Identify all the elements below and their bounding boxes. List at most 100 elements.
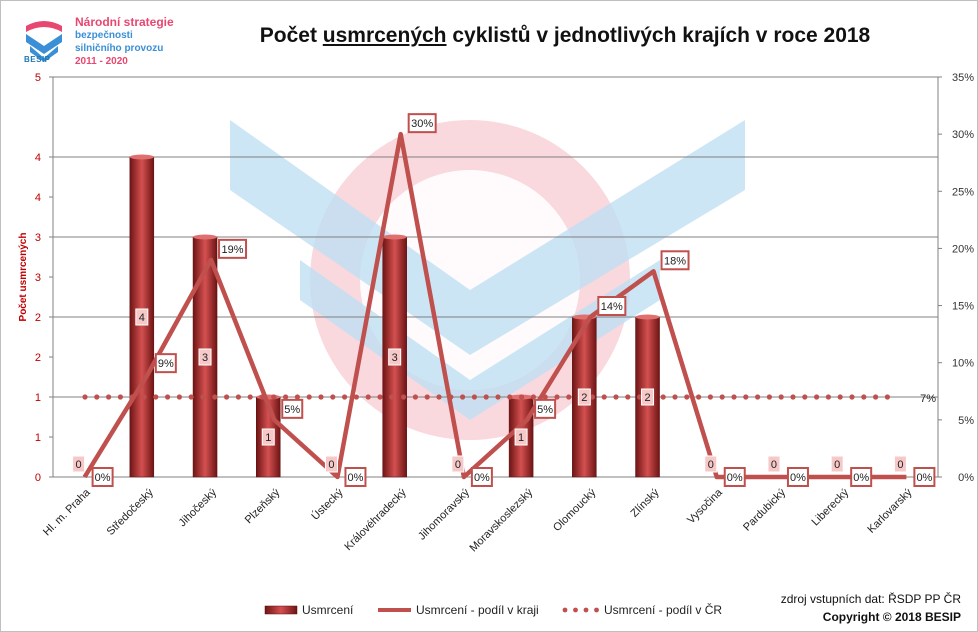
line-value-label: 0% bbox=[853, 472, 869, 484]
bar-value-label: 1 bbox=[265, 432, 271, 444]
legend-dotted-label: Usmrcení - podíl v ČR bbox=[604, 603, 723, 617]
y-tick-label: 3 bbox=[35, 232, 41, 244]
national-share-dot bbox=[436, 394, 442, 400]
logo-line-4: 2011 - 2020 bbox=[75, 56, 128, 67]
national-share-dot bbox=[153, 394, 159, 400]
x-tick-label: Vysočina bbox=[685, 486, 725, 526]
national-share-dot bbox=[176, 394, 182, 400]
x-tick-label: Olomoucký bbox=[551, 486, 599, 534]
y2-tick-label: 35% bbox=[952, 72, 974, 84]
x-tick-label: Hl. m. Praha bbox=[41, 486, 93, 538]
national-share-dot bbox=[825, 394, 832, 400]
national-share-dot bbox=[412, 394, 418, 400]
national-share-dot bbox=[766, 394, 773, 400]
line-value-label: 0% bbox=[790, 472, 806, 484]
national-share-dot bbox=[82, 394, 88, 400]
copyright: Copyright © 2018 BESIP bbox=[822, 610, 961, 624]
line-value-box bbox=[786, 467, 809, 487]
national-share-dot bbox=[731, 394, 737, 400]
bar-value-box bbox=[641, 388, 655, 406]
title-middle: cyklistů bbox=[446, 24, 531, 47]
national-share-dot bbox=[117, 394, 123, 400]
line-value-box bbox=[850, 467, 873, 487]
y2-tick-label: 15% bbox=[952, 301, 974, 313]
x-tick-label: Liberecký bbox=[810, 486, 852, 528]
regional-share-line bbox=[82, 131, 907, 480]
national-share-dot bbox=[601, 394, 607, 400]
bar-value-box bbox=[451, 455, 465, 473]
y-tick-label: 3 bbox=[35, 272, 41, 284]
bar-value-label: 0 bbox=[834, 459, 840, 471]
bar-value-box bbox=[72, 455, 86, 473]
line-value-label: 0% bbox=[474, 472, 490, 484]
national-share-dot bbox=[814, 394, 820, 400]
national-share-dot bbox=[530, 394, 537, 400]
title-underlined: usmrcených bbox=[322, 24, 447, 47]
bar-value-box bbox=[388, 348, 402, 366]
y2-tick-label: 30% bbox=[952, 129, 974, 141]
y-tick-label: 2 bbox=[35, 352, 41, 364]
source-note: zdroj vstupních dat: ŘSDP PP ČR bbox=[780, 592, 961, 606]
line-value-label: 19% bbox=[222, 244, 244, 256]
line-value-box bbox=[913, 467, 936, 487]
bar-value-label: 0 bbox=[328, 459, 334, 471]
national-share-dot bbox=[94, 394, 100, 400]
legend-bar-icon bbox=[264, 605, 298, 615]
besip-watermark bbox=[230, 120, 745, 440]
bar-value-label: 2 bbox=[644, 392, 650, 404]
bar-value-label: 3 bbox=[202, 352, 208, 364]
logo-line-1: Národní strategie bbox=[75, 15, 174, 29]
national-share-dot bbox=[684, 394, 690, 400]
logo-line-2: bezpečnosti bbox=[75, 30, 133, 41]
national-share-dot bbox=[165, 394, 171, 400]
logo-text: Národní strategie bezpečnosti silničního… bbox=[75, 16, 174, 68]
chart-title: Počet usmrcených cyklistů v jednotlivých… bbox=[180, 24, 950, 48]
national-share-dot bbox=[707, 394, 714, 400]
national-share-dot bbox=[495, 394, 501, 400]
y-tick-label: 5 bbox=[35, 72, 41, 84]
bar-value-label: 0 bbox=[76, 459, 82, 471]
legend-dot-icon bbox=[573, 607, 578, 613]
national-share-dot bbox=[342, 394, 348, 400]
line-value-label: 0% bbox=[916, 472, 932, 484]
y2-tick-label: 25% bbox=[952, 186, 974, 198]
line-value-label: 5% bbox=[537, 404, 553, 416]
bar-cap bbox=[193, 234, 218, 240]
y-tick-label: 2 bbox=[35, 312, 41, 324]
national-share-dot bbox=[200, 394, 206, 400]
national-share-dot bbox=[330, 394, 336, 400]
national-share-dot bbox=[294, 394, 300, 400]
national-share-dot bbox=[566, 394, 572, 400]
national-share-dot bbox=[743, 394, 749, 400]
bar-value-box bbox=[514, 428, 528, 446]
line-value-label: 5% bbox=[284, 404, 300, 416]
legend-dotted: Usmrcení - podíl v ČR bbox=[604, 603, 722, 617]
national-share-dot bbox=[141, 394, 147, 400]
bar-value-label: 1 bbox=[518, 432, 524, 444]
national-share-dot bbox=[283, 394, 289, 400]
line-value-box bbox=[470, 467, 493, 487]
legend-bars: Usmrcení bbox=[302, 603, 353, 617]
national-share-dot bbox=[483, 394, 489, 400]
national-share-dot bbox=[778, 394, 784, 400]
bar-value-box bbox=[261, 428, 275, 446]
bar-value-box bbox=[893, 455, 907, 473]
x-tick-label: Zlínský bbox=[629, 486, 662, 519]
y2-tick-label: 5% bbox=[958, 415, 974, 427]
bar-cap bbox=[129, 154, 154, 160]
bar-value-label: 4 bbox=[139, 312, 145, 324]
bar-value-box bbox=[577, 388, 591, 406]
bar-value-box bbox=[830, 455, 844, 473]
line-value-box bbox=[723, 467, 746, 487]
bar-value-label: 2 bbox=[581, 392, 587, 404]
y2-tick-label: 10% bbox=[952, 358, 974, 370]
y-axis-title: Počet usmrcených bbox=[18, 233, 29, 322]
y-tick-label: 4 bbox=[35, 152, 41, 164]
logo-word: BESIP bbox=[24, 55, 51, 64]
national-share-dot bbox=[873, 394, 879, 400]
line-value-box bbox=[218, 238, 248, 259]
regional-share-series bbox=[82, 131, 907, 480]
national-share-dot bbox=[377, 394, 383, 400]
national-share-dot bbox=[589, 394, 596, 400]
bar-value-label: 0 bbox=[771, 459, 777, 471]
